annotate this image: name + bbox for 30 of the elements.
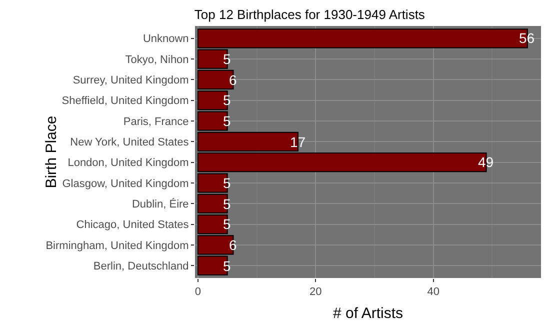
y-tick-label: Dublin, Éire <box>132 197 189 210</box>
y-tick-label: Tokyo, Nihon <box>125 54 189 66</box>
data-label: 5 <box>223 258 231 274</box>
x-tick-label: 40 <box>427 286 440 298</box>
data-label: 5 <box>223 175 231 191</box>
x-tick-label: 0 <box>194 286 202 298</box>
data-label: 56 <box>519 30 535 46</box>
data-label: 5 <box>223 51 231 67</box>
y-axis-title: Birth Place <box>43 116 60 188</box>
y-tick-label: Unknown <box>142 33 189 46</box>
y-tick-label: Sheffield, United Kingdom <box>62 95 189 108</box>
y-tick-label: Surrey, United Kingdom <box>72 74 189 87</box>
x-tick-label: 20 <box>310 286 322 298</box>
y-tick-label: Paris, France <box>123 116 189 128</box>
y-tick-label: London, United Kingdom <box>68 157 189 170</box>
data-label: 49 <box>478 154 494 170</box>
data-label: 6 <box>229 237 237 253</box>
chart-title: Top 12 Birthplaces for 1930-1949 Artists <box>194 6 426 22</box>
data-label: 6 <box>229 72 237 88</box>
data-label: 5 <box>223 196 231 212</box>
x-axis-title: # of Artists <box>332 305 404 322</box>
data-label: 17 <box>290 134 306 150</box>
data-label: 5 <box>223 216 231 232</box>
y-tick-label: Chicago, United States <box>76 219 190 232</box>
data-label: 5 <box>223 113 231 129</box>
y-tick-label: Birmingham, United Kingdom <box>46 240 189 252</box>
y-tick-label: Glasgow, United Kingdom <box>62 178 189 190</box>
y-tick-label: Berlin, Deutschland <box>93 260 189 272</box>
data-label: 5 <box>223 92 231 108</box>
y-tick-label: New York, United States <box>70 136 190 149</box>
